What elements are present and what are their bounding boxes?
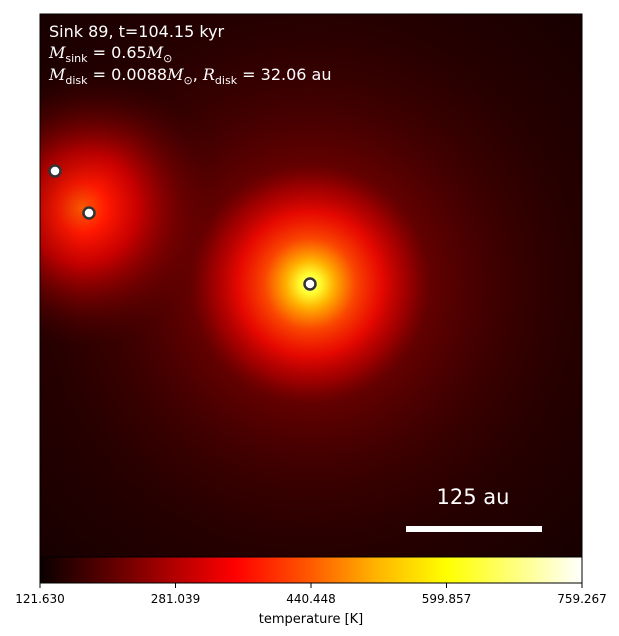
colorbar-ticks	[39, 583, 583, 588]
colorbar-axis-label: temperature [K]	[259, 612, 364, 627]
annotation-sink-mass: Msink = 0.65M⊙	[48, 43, 172, 65]
colorbar-tick-label: 599.857	[422, 592, 472, 606]
colorbar-tick-label: 281.039	[151, 592, 201, 606]
temperature-map: Sink 89, t=104.15 kyr Msink = 0.65M⊙ Mdi…	[40, 14, 582, 557]
colorbar: 121.630 281.039 440.448 599.857 759.267 …	[15, 556, 607, 627]
colorbar-gradient	[39, 556, 583, 584]
annotation-disk-props: Mdisk = 0.0088M⊙, Rdisk = 32.06 au	[48, 65, 331, 87]
annotation-sink-time: Sink 89, t=104.15 kyr	[49, 22, 225, 41]
scale-bar-label: 125 au	[437, 485, 510, 509]
sink-marker-left-edge	[48, 164, 62, 178]
sink-marker-center	[303, 277, 317, 291]
colorbar-tick-label: 440.448	[286, 592, 336, 606]
colorbar-tick-label: 759.267	[557, 592, 607, 606]
scale-bar	[406, 526, 542, 532]
sink-marker-left	[82, 206, 96, 220]
colorbar-tick-label: 121.630	[15, 592, 65, 606]
